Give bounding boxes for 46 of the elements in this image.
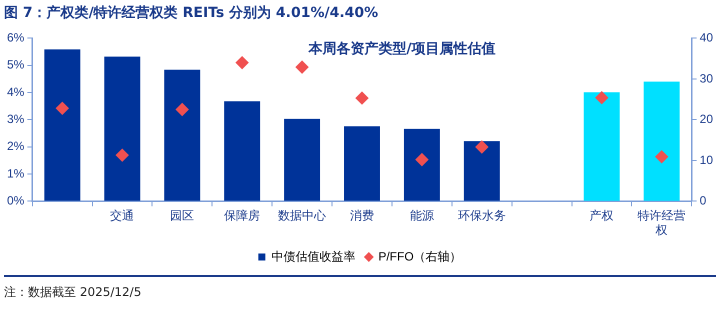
x-tick-label: 交通 [110, 208, 134, 223]
chart-title: 图 7：产权类/特许经营权类 REITs 分别为 4.01%/4.40% [4, 4, 378, 22]
point [655, 150, 668, 164]
chart-subtitle: 本周各资产类型/项目属性估值 [307, 40, 496, 57]
bar [404, 128, 440, 201]
x-tick-label: 消费 [350, 208, 374, 223]
y2-tick-label: 0 [700, 194, 707, 208]
legend-label: 中债估值收益率 [271, 249, 356, 264]
bar [644, 82, 680, 201]
point [595, 91, 608, 104]
x-tick-label: 产权 [590, 208, 614, 223]
point [475, 140, 488, 154]
y-tick-label: 5% [7, 58, 25, 72]
point [415, 153, 428, 166]
y-tick-label: 1% [7, 166, 25, 180]
bar [224, 101, 260, 201]
y2-tick-label: 40 [700, 30, 714, 45]
point [56, 102, 69, 115]
legend-label: P/FFO（右轴） [378, 249, 462, 264]
point [356, 92, 368, 105]
y-tick-label: 4% [7, 84, 25, 99]
x-tick-label: 园区 [170, 208, 194, 223]
point [296, 60, 309, 74]
bar [584, 92, 620, 201]
bar [464, 141, 500, 201]
bar [164, 70, 200, 201]
point [176, 103, 189, 116]
y-tick-label: 2% [7, 139, 25, 154]
x-tick-label: 环保水务 [458, 208, 506, 223]
bar [344, 126, 380, 201]
y2-tick-label: 20 [700, 112, 714, 126]
point [236, 56, 249, 70]
x-tick-label: 保障房 [224, 208, 260, 223]
text: 注：数据截至 2025/12/5 [4, 284, 142, 301]
bar [284, 118, 320, 201]
y-tick-label: 3% [7, 112, 25, 126]
x-tick-label: 能源 [410, 208, 434, 223]
y-tick-label: 0% [7, 194, 25, 208]
bar [104, 56, 140, 201]
y2-tick-label: 30 [700, 71, 714, 86]
x-tick-label: 特许经营权 [638, 208, 686, 238]
y2-tick-label: 10 [700, 152, 714, 167]
point [116, 148, 129, 162]
bar [44, 49, 80, 201]
y-tick-label: 6% [7, 30, 25, 45]
x-tick-label: 数据中心 [278, 208, 326, 223]
